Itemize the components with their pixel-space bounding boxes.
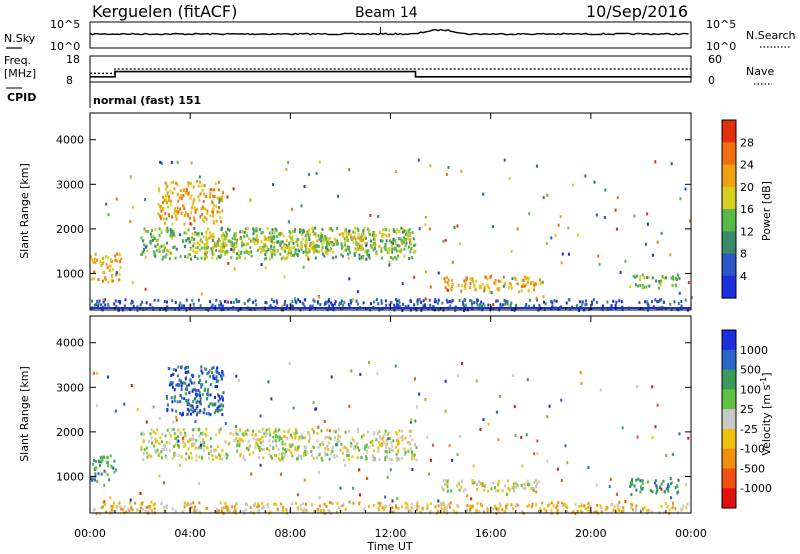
velocity-panel: 1000 2000 3000 4000 Slant Range [km] [18,315,692,516]
nsky-trace [89,28,689,36]
velocity-region-2 [140,427,418,462]
power-region-3 [191,231,413,254]
vel-cbar-tick-3: 25 [740,403,754,416]
velocity-region-3 [441,479,540,493]
power-ytick-3: 4000 [56,134,84,147]
vel-cbar-swatch-7 [722,468,736,489]
vel-cbar-tick-5: -100 [740,443,765,456]
xtick-label-2: 08:00 [274,527,306,540]
nsky-label: N.Sky [4,32,36,45]
xtick-label-6: 00:00 [675,527,707,540]
velocity-ytick-2: 3000 [56,381,84,394]
vel-cbar-swatch-3 [722,389,736,410]
velocity-ytick-3: 4000 [56,337,84,350]
power-cbar-tick-4: 20 [740,181,754,194]
power-cbar-tick-2: 12 [740,225,754,238]
vel-cbar-swatch-5 [722,428,736,450]
power-region-4 [443,275,543,294]
power-ytick-0: 1000 [56,267,84,280]
nave-tick-bottom: 0 [708,74,715,87]
velocity-region-0 [90,454,117,483]
power-cbar-tick-1: 8 [740,248,747,261]
vel-cbar-tick-0: 1000 [740,344,768,357]
vel-cbar-swatch-4 [722,409,736,430]
power-ylabel: Slant Range [km] [18,163,31,259]
freq-panel: Freq. [MHz] 18 8 60 0 Nave [4,53,774,87]
power-colorbar-title: Power [dB] [760,181,773,241]
station-title: Kerguelen (fitACF) [92,2,237,21]
nsky-tick-bottom: 10^0 [50,40,80,53]
nsky-panel: N.Sky 10^5 10^0 10^5 10^0 N.Search [4,18,796,53]
beam-title: Beam 14 [355,5,418,21]
xtick-label-1: 04:00 [174,527,206,540]
velocity-colorbar: 1000 500 100 25 -25 -100 -500 -1000 Velocity [m… [721,329,773,509]
freq-label: Freq. [4,54,31,67]
cpid-value: normal (fast) 151 [93,94,201,107]
vel-cbar-tick-4: -25 [740,423,758,436]
power-region-0 [90,252,122,284]
vel-cbar-swatch-8 [722,488,736,509]
power-ytick-1: 2000 [56,223,84,236]
freq-unit-label: [MHz] [4,67,36,80]
velocity-ytick-0: 1000 [56,470,84,483]
xtick-label-3: 12:00 [375,527,407,540]
xtick-label-5: 20:00 [575,527,607,540]
power-scatter [102,158,693,308]
nsearch-tick-bottom: 10^0 [706,40,736,53]
nave-tick-top: 60 [708,53,722,66]
velocity-region-1 [165,365,225,417]
power-cbar-swatch-6 [722,253,736,277]
power-cbar-tick-0: 4 [740,270,747,283]
freq-tick-top: 18 [66,53,80,66]
velocity-data [90,361,690,516]
vel-cbar-swatch-1 [722,349,736,371]
nave-label: Nave [746,65,774,78]
power-region-5 [629,273,681,290]
power-cbar-swatch-0 [722,120,736,143]
vel-cbar-tick-6: -500 [740,462,765,475]
power-colorbar: 4 8 12 16 20 24 28 Power [dB] [721,119,773,299]
power-region-1 [157,179,225,226]
vel-cbar-tick-1: 500 [740,364,761,377]
power-cbar-swatch-4 [722,209,736,232]
cpid-label: CPID [7,91,36,104]
velocity-ytick-1: 2000 [56,426,84,439]
velocity-ylabel: Slant Range [km] [18,366,31,462]
freq-trace [90,70,691,78]
velocity-region-4 [629,477,680,495]
vel-cbar-tick-7: -1000 [740,482,772,495]
power-panel: 1000 2000 3000 4000 Slant Range [km] [18,112,693,312]
nsearch-tick-top: 10^5 [706,18,736,31]
velocity-colorbar-title: Velocity [m s-1] [759,372,773,455]
vel-cbar-swatch-6 [722,448,736,469]
power-cbar-tick-5: 24 [740,159,754,172]
power-cbar-swatch-2 [722,164,736,188]
time-axis-label: Time UT [366,540,412,553]
velocity-scatter [92,361,690,511]
vel-cbar-swatch-2 [722,369,736,390]
power-data [90,158,693,312]
vel-cbar-swatch-0 [722,330,736,351]
power-cbar-swatch-5 [722,231,736,255]
date-title: 10/Sep/2016 [586,2,688,21]
power-ytick-2: 3000 [56,178,84,191]
power-cbar-swatch-1 [722,142,736,166]
xtick-label-4: 16:00 [475,527,507,540]
freq-tick-bottom: 8 [66,74,73,87]
power-cbar-swatch-7 [722,275,736,299]
power-cbar-tick-6: 28 [740,136,754,149]
power-cbar-tick-3: 16 [740,203,754,216]
nsearch-label: N.Search [746,29,796,42]
vel-cbar-tick-2: 100 [740,383,761,396]
nave-trace [90,68,691,74]
power-cbar-swatch-3 [722,186,736,210]
nsky-tick-top: 10^5 [50,18,80,31]
xtick-label-0: 00:00 [74,527,106,540]
